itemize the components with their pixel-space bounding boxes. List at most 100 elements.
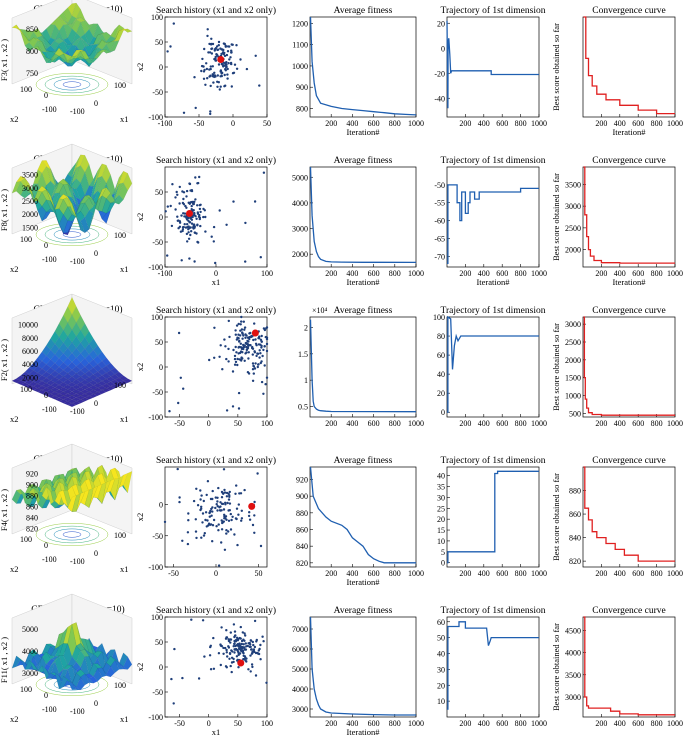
surface-floor-contour bbox=[62, 81, 82, 88]
history-search-point bbox=[226, 67, 229, 71]
history-search-point bbox=[209, 74, 212, 77]
history-search-point bbox=[244, 656, 247, 660]
surface-ytick-label: 0 bbox=[44, 691, 48, 700]
history-search-point bbox=[214, 59, 217, 62]
conv-axes-frame bbox=[582, 16, 676, 118]
history-search-point bbox=[183, 223, 186, 226]
surface-patch bbox=[84, 673, 94, 684]
avg-xtick-label: 200 bbox=[325, 269, 337, 278]
history-search-point bbox=[209, 509, 212, 513]
history-search-point bbox=[198, 207, 202, 211]
avg-ytick-label: 7000 bbox=[292, 625, 308, 634]
history-search-point bbox=[213, 71, 216, 75]
avg-series-line bbox=[309, 319, 417, 413]
avg-ytick-label: 5000 bbox=[292, 665, 308, 674]
traj-xlabel: Iteration# bbox=[476, 277, 510, 287]
history-search-point bbox=[190, 230, 193, 233]
traj-series-line bbox=[447, 621, 539, 710]
history-search-point bbox=[196, 204, 199, 207]
history-search-point bbox=[255, 354, 258, 358]
conv-panel: Convergence curve 200 400 600 800 1000 3500 300… bbox=[551, 156, 683, 287]
history-search-point bbox=[194, 106, 197, 110]
history-search-point bbox=[254, 651, 258, 655]
surface-patch bbox=[88, 676, 98, 684]
conv-xtick-label: 1000 bbox=[667, 719, 683, 728]
surface-ztick-label: 880 bbox=[26, 492, 38, 501]
history-search-point bbox=[237, 503, 240, 506]
history-xtick-label: -50 bbox=[168, 569, 179, 578]
history-search-point bbox=[245, 645, 248, 648]
history-search-point bbox=[253, 367, 257, 370]
history-search-point bbox=[184, 226, 188, 229]
history-search-point bbox=[214, 261, 217, 265]
history-search-point bbox=[190, 218, 194, 221]
avg-xtick-label: 1000 bbox=[408, 119, 424, 128]
history-ytick-label: -100 bbox=[148, 713, 163, 722]
surface-patch bbox=[106, 192, 116, 204]
history-search-point bbox=[234, 644, 237, 648]
history-search-point bbox=[247, 340, 250, 343]
history-search-point bbox=[239, 342, 242, 345]
history-search-point bbox=[252, 643, 255, 647]
traj-ytick-label: 5 bbox=[441, 548, 445, 557]
history-search-point bbox=[193, 211, 196, 215]
surface-patch bbox=[67, 495, 77, 513]
history-search-point bbox=[209, 65, 212, 68]
conv-panel: Convergence curve 200 400 600 800 1000 Iterati… bbox=[551, 6, 683, 137]
history-search-point bbox=[227, 519, 231, 522]
history-search-point bbox=[176, 467, 179, 471]
history-xtick-label: -50 bbox=[174, 719, 185, 728]
surface-patch bbox=[123, 656, 133, 670]
avg-xlabel: Iteration# bbox=[346, 277, 380, 287]
surface-zlabel: F11( x1 , x2 ) bbox=[0, 637, 9, 683]
history-search-point bbox=[187, 201, 190, 204]
surface-xtick-label: 0 bbox=[94, 99, 98, 108]
history-search-point bbox=[166, 205, 169, 208]
traj-title: Trajectory of 1st dimension bbox=[441, 155, 546, 166]
history-search-point bbox=[220, 541, 223, 544]
history-search-point bbox=[219, 643, 222, 646]
surface-xlabel: x1 bbox=[120, 714, 129, 724]
avg-panel: Average fitness 200 400 600 800 1000 5000 4000 3… bbox=[292, 155, 424, 287]
history-search-point bbox=[223, 517, 226, 520]
history-search-point bbox=[244, 659, 247, 662]
history-search-point bbox=[238, 636, 241, 640]
history-search-point bbox=[250, 335, 253, 339]
traj-axes-frame bbox=[446, 616, 540, 718]
avg-xtick-label: 200 bbox=[325, 119, 337, 128]
history-search-point bbox=[239, 645, 243, 648]
history-search-point bbox=[206, 28, 209, 31]
avg-xtick-label: 600 bbox=[368, 269, 380, 278]
history-search-point bbox=[186, 223, 189, 226]
history-search-point bbox=[249, 639, 253, 642]
history-search-point bbox=[226, 45, 230, 48]
history-search-point bbox=[238, 642, 241, 645]
history-search-point bbox=[244, 336, 247, 339]
surface-floor-contour bbox=[44, 225, 100, 244]
surface-ytick-label: -100 bbox=[42, 705, 57, 714]
history-search-point bbox=[221, 502, 225, 506]
surface-patch bbox=[101, 667, 111, 678]
conv-ytick-label: 3500 bbox=[565, 180, 581, 189]
history-search-point bbox=[220, 509, 223, 512]
history-search-point bbox=[225, 532, 228, 535]
conv-title: Convergence curve bbox=[592, 156, 665, 166]
history-search-point bbox=[253, 531, 256, 534]
avg-xtick-label: 800 bbox=[389, 569, 401, 578]
traj-xtick-label: 600 bbox=[496, 119, 508, 128]
history-search-point bbox=[190, 200, 193, 204]
history-search-point bbox=[250, 648, 253, 651]
traj-axes-frame bbox=[446, 166, 540, 268]
history-ytick-label: 50 bbox=[155, 338, 163, 347]
history-search-point bbox=[233, 651, 236, 654]
avg-xtick-label: 800 bbox=[389, 419, 401, 428]
history-search-point bbox=[190, 222, 194, 225]
history-xtick-label: 50 bbox=[234, 419, 242, 428]
avg-ytick-label: 0.5 bbox=[298, 402, 308, 411]
conv-xlabel: Iteration# bbox=[612, 277, 646, 287]
history-search-point bbox=[242, 643, 245, 646]
history-search-point bbox=[237, 651, 240, 654]
surface-ytick-label: 0 bbox=[44, 241, 48, 250]
history-search-point bbox=[215, 525, 218, 528]
